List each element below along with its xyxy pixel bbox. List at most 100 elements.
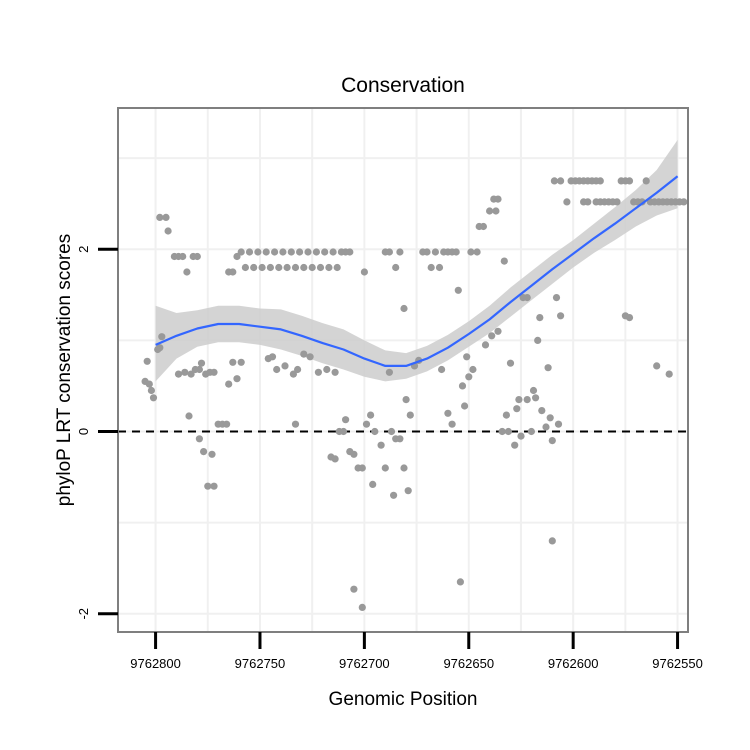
- data-point: [486, 207, 494, 215]
- data-point: [360, 268, 368, 276]
- data-point: [233, 252, 241, 261]
- data-point: [350, 585, 358, 593]
- data-point: [463, 353, 471, 361]
- data-point: [258, 263, 266, 272]
- data-point: [458, 382, 467, 390]
- data-point: [241, 263, 249, 272]
- data-point: [289, 370, 297, 378]
- data-point: [381, 464, 389, 472]
- data-point: [435, 263, 444, 272]
- data-point: [275, 263, 283, 272]
- y-tick-label: 2: [76, 246, 91, 253]
- data-point: [431, 248, 439, 256]
- data-point: [511, 441, 519, 449]
- data-point: [548, 437, 556, 445]
- data-point: [164, 227, 172, 235]
- data-point: [536, 314, 544, 322]
- data-point: [404, 487, 412, 495]
- data-point: [385, 368, 393, 376]
- data-point: [371, 427, 379, 436]
- data-point: [325, 263, 333, 272]
- data-point: [465, 373, 473, 381]
- data-point: [339, 427, 348, 436]
- data-point: [362, 420, 371, 428]
- data-point: [557, 177, 565, 185]
- data-point: [557, 312, 565, 320]
- data-point: [266, 263, 274, 272]
- data-point: [283, 263, 291, 272]
- y-tick-label: 0: [76, 428, 91, 435]
- data-point: [225, 380, 233, 388]
- data-point: [304, 248, 312, 256]
- data-point: [469, 365, 477, 374]
- data-point: [312, 248, 320, 256]
- data-point: [237, 248, 245, 256]
- scatter-points-layer: [141, 177, 688, 612]
- data-point: [268, 353, 277, 361]
- data-point: [291, 263, 300, 272]
- data-point: [233, 375, 241, 383]
- data-point: [653, 362, 661, 370]
- data-point: [548, 537, 556, 545]
- data-point: [308, 263, 316, 272]
- data-point: [262, 248, 270, 256]
- data-point: [481, 341, 490, 349]
- x-tick-label: 9762800: [130, 656, 181, 671]
- data-point: [392, 263, 400, 272]
- data-point: [271, 248, 279, 256]
- data-point: [250, 263, 258, 272]
- data-point: [333, 263, 341, 272]
- data-point: [329, 248, 337, 256]
- data-point: [210, 368, 218, 376]
- data-point: [149, 394, 158, 402]
- data-point: [498, 427, 506, 436]
- data-point: [385, 248, 393, 256]
- data-point: [342, 416, 350, 424]
- data-point: [306, 353, 314, 361]
- data-point: [281, 362, 289, 370]
- data-point: [506, 359, 515, 367]
- data-point: [300, 263, 308, 272]
- data-point: [287, 248, 295, 256]
- data-point: [316, 263, 325, 272]
- data-point: [532, 394, 540, 402]
- confidence-band: [155, 139, 678, 382]
- axis-layer: 9762800 9762750 9762700 9762650 9762600 97625…: [76, 246, 703, 671]
- x-tick-label: 9762550: [652, 656, 703, 671]
- data-point: [406, 411, 414, 419]
- data-point: [467, 248, 475, 256]
- data-point: [156, 213, 164, 221]
- y-tick-label: -2: [76, 608, 91, 620]
- data-point: [229, 268, 237, 276]
- data-point: [195, 365, 203, 374]
- data-point: [448, 420, 456, 428]
- y-axis-title: phyloP LRT conservation scores: [54, 234, 75, 507]
- data-point: [504, 427, 512, 436]
- data-point: [229, 358, 237, 366]
- data-point: [223, 420, 231, 428]
- data-point: [502, 411, 510, 419]
- data-point: [197, 359, 206, 367]
- confidence-band-layer: [155, 139, 678, 382]
- data-point: [296, 248, 304, 256]
- data-point: [492, 207, 500, 215]
- data-point: [444, 409, 452, 417]
- data-point: [331, 455, 339, 463]
- data-point: [185, 412, 193, 420]
- data-point: [400, 304, 408, 313]
- data-point: [534, 336, 542, 344]
- data-point: [331, 368, 339, 376]
- data-point: [527, 427, 536, 436]
- data-point: [321, 248, 329, 256]
- data-point: [181, 368, 189, 376]
- data-point: [452, 248, 460, 256]
- data-point: [523, 294, 531, 302]
- data-point: [494, 195, 502, 203]
- loess-smooth-line: [155, 175, 679, 367]
- x-tick-label: 9762750: [235, 656, 286, 671]
- data-point: [369, 480, 377, 488]
- data-point: [396, 435, 404, 443]
- data-point: [613, 198, 621, 206]
- data-point: [245, 248, 254, 256]
